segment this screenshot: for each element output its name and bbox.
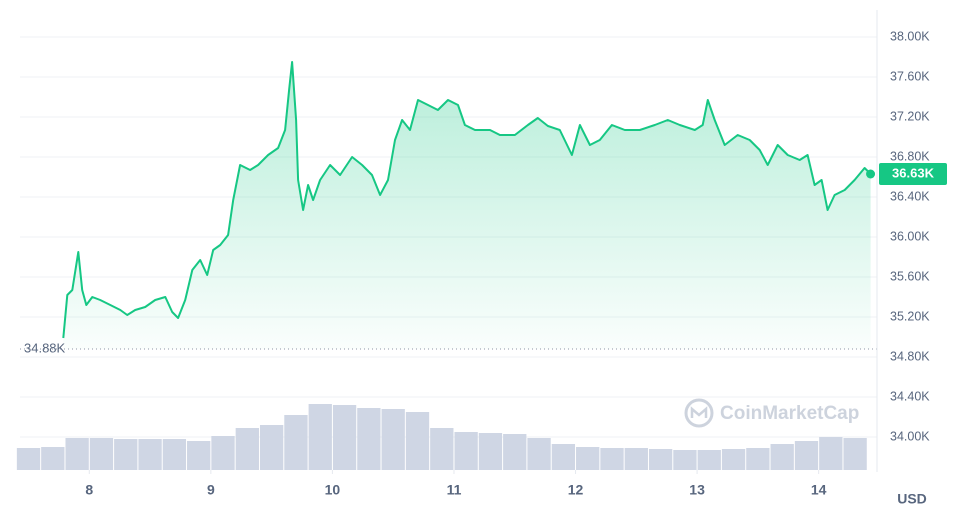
x-tick-label: 8 bbox=[85, 482, 93, 498]
volume-bar bbox=[478, 433, 503, 470]
volume-bar bbox=[746, 448, 770, 470]
y-tick-label: 34.40K bbox=[890, 389, 930, 403]
x-tick-label: 12 bbox=[568, 482, 584, 498]
volume-bar bbox=[770, 444, 794, 470]
volume-bar bbox=[138, 439, 162, 470]
volume-bar bbox=[357, 408, 381, 470]
volume-bar bbox=[187, 441, 211, 470]
volume-bar bbox=[430, 428, 454, 470]
last-price-box bbox=[879, 163, 947, 185]
x-tick-label: 11 bbox=[447, 482, 462, 498]
watermark: CoinMarketCap bbox=[684, 398, 859, 428]
volume-bar bbox=[624, 448, 648, 470]
y-tick-label: 38.00K bbox=[890, 29, 930, 43]
volume-bar bbox=[235, 428, 259, 470]
y-tick-label: 36.40K bbox=[890, 189, 930, 203]
plot bbox=[20, 61, 877, 350]
volume-bar bbox=[721, 449, 746, 470]
y-tick-label: 34.80K bbox=[890, 349, 930, 363]
last-price-label: 36.63K bbox=[892, 165, 935, 180]
x-tick-label: 10 bbox=[325, 482, 341, 498]
volume-bar bbox=[41, 447, 65, 470]
volume-bar bbox=[454, 432, 478, 470]
volume-bar bbox=[65, 438, 89, 470]
volume-bar bbox=[162, 439, 187, 470]
price-area bbox=[63, 62, 871, 349]
volume-bar bbox=[405, 412, 430, 470]
volume-bar bbox=[551, 444, 576, 470]
volume-bar bbox=[16, 448, 41, 470]
volume-bar bbox=[284, 415, 308, 470]
open-price-label: 34.88K bbox=[24, 340, 66, 355]
y-tick-label: 36.80K bbox=[890, 149, 930, 163]
volume-bar bbox=[648, 449, 673, 470]
price-line bbox=[62, 61, 872, 339]
volume-bar bbox=[794, 441, 819, 470]
volume-bar bbox=[527, 438, 551, 470]
y-tick-label: 34.00K bbox=[890, 429, 930, 443]
y-tick-label: 36.00K bbox=[890, 229, 930, 243]
watermark-text: CoinMarketCap bbox=[720, 403, 859, 424]
x-tick-label: 14 bbox=[811, 482, 827, 498]
volume-bar bbox=[673, 450, 697, 470]
volume-bar bbox=[211, 436, 235, 470]
volume-bar bbox=[114, 439, 138, 470]
last-point bbox=[866, 169, 876, 179]
volume-bar bbox=[600, 448, 624, 470]
x-tick-label: 9 bbox=[207, 482, 215, 498]
currency-label: USD bbox=[897, 491, 927, 507]
volume-bar bbox=[308, 404, 332, 470]
volume-bars bbox=[16, 404, 867, 470]
y-tick-label: 37.20K bbox=[890, 109, 930, 123]
volume-bar bbox=[503, 434, 527, 470]
volume-bar bbox=[819, 437, 843, 470]
volume-bar bbox=[843, 438, 867, 470]
volume-bar bbox=[381, 409, 405, 470]
x-tick-label: 13 bbox=[689, 482, 705, 498]
volume-bar bbox=[576, 447, 600, 470]
y-tick-label: 35.20K bbox=[890, 309, 930, 323]
volume-bar bbox=[332, 405, 357, 470]
y-tick-label: 37.60K bbox=[890, 69, 930, 83]
volume-bar bbox=[89, 438, 114, 470]
y-tick-label: 35.60K bbox=[890, 269, 930, 283]
volume-bar bbox=[697, 450, 721, 470]
volume-bar bbox=[259, 425, 284, 470]
